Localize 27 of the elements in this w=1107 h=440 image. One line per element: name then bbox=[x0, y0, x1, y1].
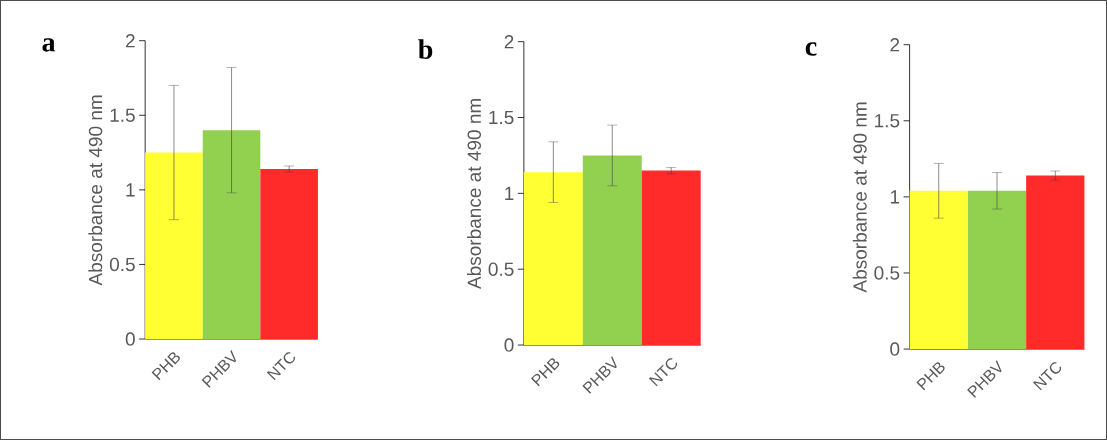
bar bbox=[202, 130, 261, 340]
bar bbox=[523, 172, 583, 346]
y-axis-title: Absorbance at 490 nm bbox=[852, 102, 867, 293]
bar bbox=[641, 170, 701, 346]
chart-title: c bbox=[805, 42, 817, 56]
y-tick-label: 0.5 bbox=[874, 266, 900, 280]
y-tick-label: 2 bbox=[504, 35, 514, 49]
chart-title: a bbox=[42, 38, 56, 52]
y-tick-label: 1.5 bbox=[875, 114, 900, 128]
bar bbox=[582, 155, 642, 346]
y-tick-label: 2 bbox=[890, 38, 900, 52]
y-tick-label: 0 bbox=[125, 332, 135, 346]
y-tick-label: 1 bbox=[505, 186, 514, 200]
y-tick-label: 0 bbox=[890, 342, 900, 356]
bar bbox=[145, 152, 203, 340]
y-tick-label: 1 bbox=[126, 183, 135, 197]
y-tick-label: 2 bbox=[125, 34, 135, 48]
y-tick-label: 0 bbox=[504, 338, 514, 352]
y-tick-label: 0.5 bbox=[488, 262, 514, 276]
y-tick-label: 1 bbox=[890, 190, 900, 204]
chart-title: b bbox=[418, 39, 433, 59]
bar bbox=[260, 168, 318, 340]
y-tick-label: 1.5 bbox=[489, 110, 514, 125]
y-tick-label: 0.5 bbox=[109, 257, 135, 272]
y-axis-title: Absorbance at 490 nm bbox=[88, 95, 103, 286]
y-axis-title: Absorbance at 490 nm bbox=[467, 99, 482, 289]
y-tick-label: 1.5 bbox=[110, 108, 135, 122]
